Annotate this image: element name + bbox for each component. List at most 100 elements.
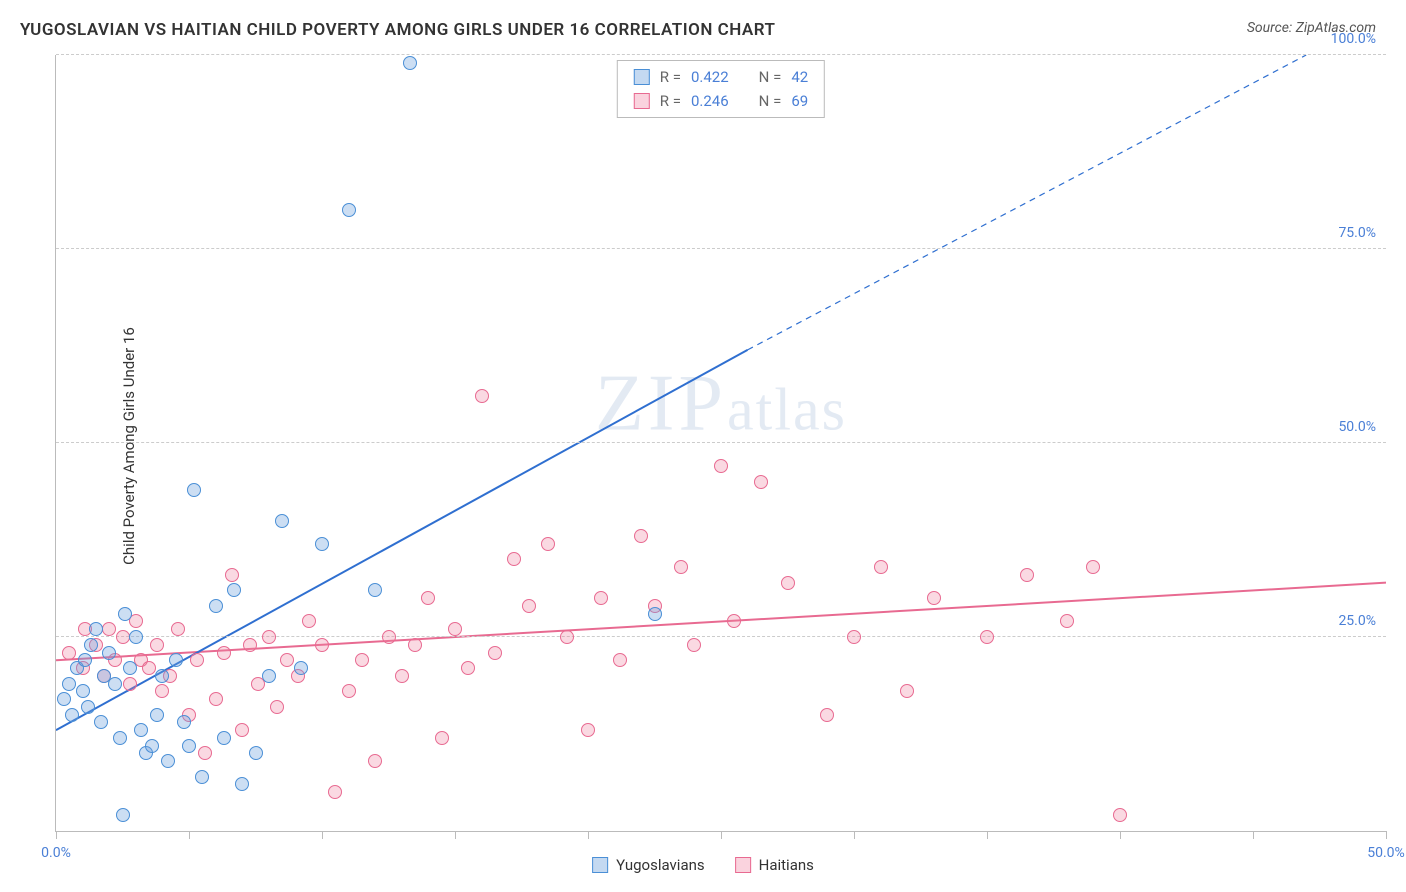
data-point: [560, 630, 574, 644]
data-point: [225, 568, 239, 582]
data-point: [169, 653, 183, 667]
data-point: [217, 646, 231, 660]
data-point: [634, 529, 648, 543]
data-point: [262, 669, 276, 683]
trend-lines: [56, 55, 1386, 831]
x-tick: [588, 831, 589, 839]
data-point: [687, 638, 701, 652]
data-point: [522, 599, 536, 613]
data-point: [280, 653, 294, 667]
x-tick: [322, 831, 323, 839]
data-point: [217, 731, 231, 745]
data-point: [368, 754, 382, 768]
data-point: [155, 684, 169, 698]
data-point: [421, 591, 435, 605]
legend-n-value: 42: [791, 65, 808, 89]
data-point: [847, 630, 861, 644]
data-point: [182, 739, 196, 753]
data-point: [820, 708, 834, 722]
data-point: [781, 576, 795, 590]
x-tick-label: 50.0%: [1367, 845, 1405, 861]
legend-label: Haitians: [759, 856, 814, 874]
data-point: [594, 591, 608, 605]
data-point: [727, 614, 741, 628]
data-point: [171, 622, 185, 636]
data-point: [57, 692, 71, 706]
legend-r-label: R =: [660, 65, 681, 89]
data-point: [382, 630, 396, 644]
data-point: [123, 677, 137, 691]
data-point: [118, 607, 132, 621]
y-tick-label: 100.0%: [1331, 31, 1376, 47]
data-point: [342, 203, 356, 217]
source-label: Source:: [1247, 20, 1292, 36]
legend-swatch: [634, 93, 650, 109]
watermark-main: ZIP: [595, 360, 727, 448]
scatter-chart: ZIPatlas R =0.422N =42R =0.246N =69 25.0…: [55, 55, 1386, 832]
data-point: [403, 56, 417, 70]
data-point: [81, 700, 95, 714]
data-point: [355, 653, 369, 667]
data-point: [243, 638, 257, 652]
data-point: [235, 723, 249, 737]
data-point: [275, 514, 289, 528]
y-tick-label: 50.0%: [1338, 419, 1376, 435]
data-point: [461, 661, 475, 675]
chart-title: YUGOSLAVIAN VS HAITIAN CHILD POVERTY AMO…: [20, 20, 775, 40]
data-point: [116, 808, 130, 822]
data-point: [294, 661, 308, 675]
data-point: [84, 638, 98, 652]
data-point: [475, 389, 489, 403]
data-point: [648, 607, 662, 621]
data-point: [980, 630, 994, 644]
legend-item: Yugoslavians: [592, 856, 705, 874]
data-point: [198, 746, 212, 760]
legend-stats-row: R =0.246N =69: [634, 89, 808, 113]
data-point: [714, 459, 728, 473]
gridline: [56, 248, 1386, 249]
data-point: [448, 622, 462, 636]
data-point: [134, 723, 148, 737]
data-point: [89, 622, 103, 636]
gridline: [56, 442, 1386, 443]
data-point: [1086, 560, 1100, 574]
legend-n-label: N =: [759, 89, 782, 113]
legend-series: Yugoslavians Haitians: [592, 856, 814, 874]
data-point: [145, 739, 159, 753]
x-tick: [56, 831, 57, 839]
y-tick-label: 25.0%: [1338, 613, 1376, 629]
y-tick-label: 75.0%: [1338, 225, 1376, 241]
data-point: [155, 669, 169, 683]
data-point: [581, 723, 595, 737]
x-tick-label: 0.0%: [41, 845, 71, 861]
data-point: [108, 677, 122, 691]
x-tick: [189, 831, 190, 839]
data-point: [395, 669, 409, 683]
data-point: [1020, 568, 1034, 582]
data-point: [195, 770, 209, 784]
data-point: [368, 583, 382, 597]
legend-item: Haitians: [735, 856, 814, 874]
x-tick: [1120, 831, 1121, 839]
data-point: [94, 715, 108, 729]
data-point: [177, 715, 191, 729]
data-point: [270, 700, 284, 714]
legend-r-label: R =: [660, 89, 681, 113]
data-point: [116, 630, 130, 644]
x-tick: [1253, 831, 1254, 839]
data-point: [113, 731, 127, 745]
data-point: [129, 630, 143, 644]
legend-r-value: 0.246: [691, 89, 729, 113]
data-point: [328, 785, 342, 799]
data-point: [190, 653, 204, 667]
x-tick: [854, 831, 855, 839]
data-point: [874, 560, 888, 574]
data-point: [754, 475, 768, 489]
data-point: [613, 653, 627, 667]
data-point: [302, 614, 316, 628]
gridline: [56, 54, 1386, 55]
data-point: [674, 560, 688, 574]
data-point: [435, 731, 449, 745]
data-point: [1060, 614, 1074, 628]
data-point: [62, 677, 76, 691]
